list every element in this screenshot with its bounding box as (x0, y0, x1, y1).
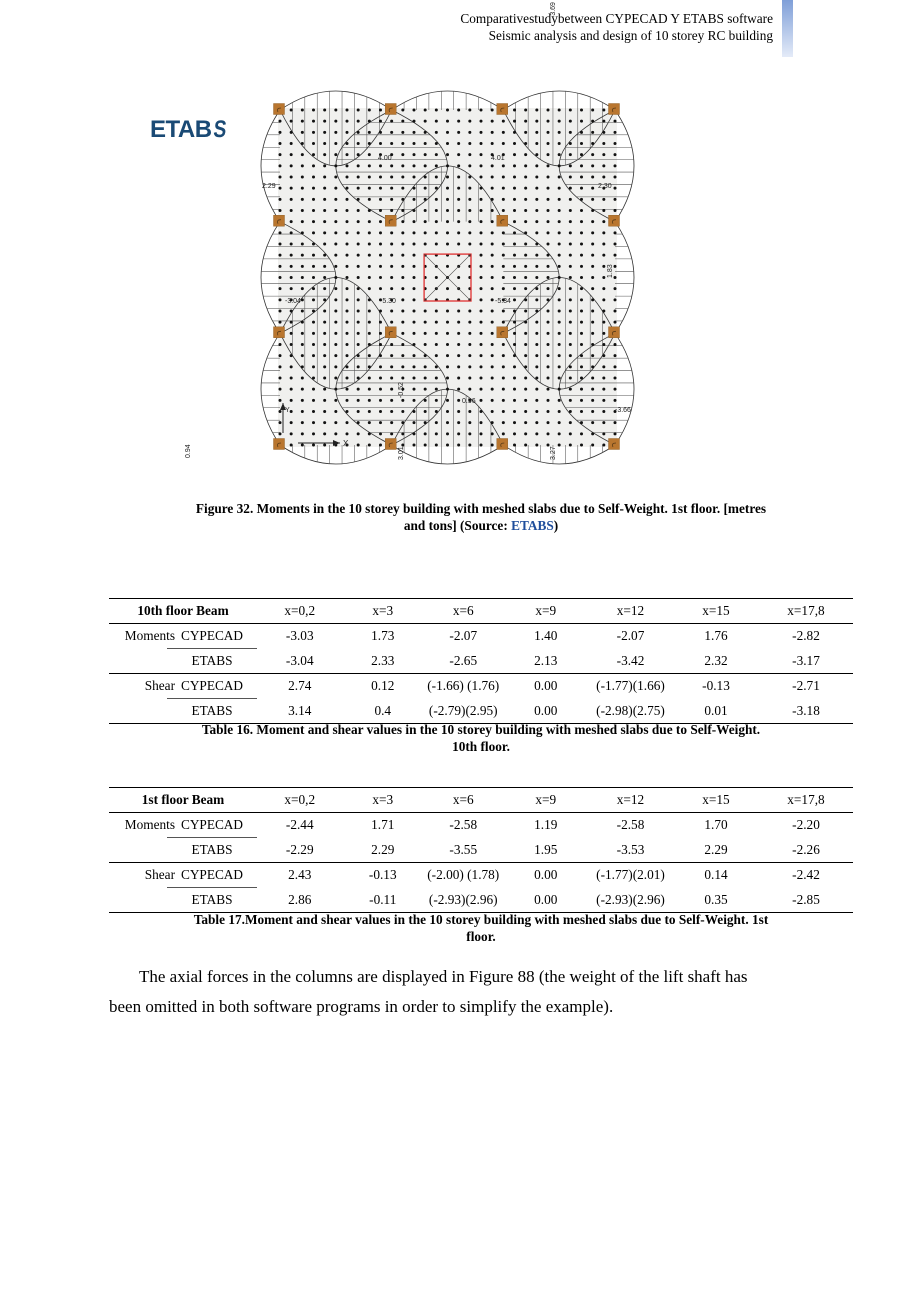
svg-text:Y: Y (285, 407, 290, 414)
svg-text:3.27: 3.27 (550, 446, 557, 460)
svg-text:X: X (343, 439, 349, 448)
svg-text:2.30: 2.30 (598, 183, 612, 190)
svg-text:4.00: 4.00 (378, 155, 392, 162)
svg-text:-5.34: -5.34 (495, 298, 511, 305)
svg-text:-3.66: -3.66 (615, 407, 631, 414)
svg-text:4.01: 4.01 (491, 155, 505, 162)
svg-text:-5.30: -5.30 (380, 298, 396, 305)
svg-text:-0.52: -0.52 (398, 382, 405, 398)
svg-text:-3.04: -3.04 (285, 298, 301, 305)
svg-text:-3.69: -3.69 (550, 2, 557, 18)
svg-text:0.94: 0.94 (185, 444, 192, 458)
svg-text:0.96: 0.96 (462, 398, 476, 405)
svg-text:2.29: 2.29 (262, 183, 276, 190)
svg-text:1.83: 1.83 (607, 264, 614, 278)
svg-text:3.01: 3.01 (398, 446, 405, 460)
